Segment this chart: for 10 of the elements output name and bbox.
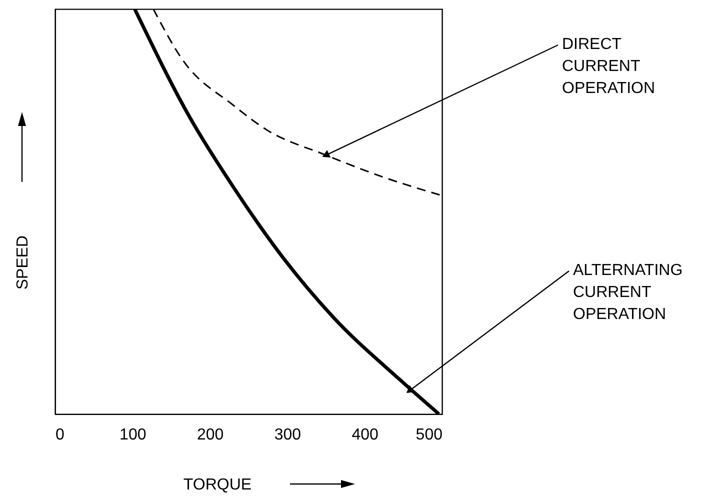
x-tick-label: 400	[352, 426, 379, 444]
x-tick-label: 500	[416, 426, 443, 444]
x-tick-label: 100	[120, 426, 146, 444]
x-axis-title: TORQUE	[183, 476, 252, 494]
y-axis-title: SPEED	[14, 235, 32, 290]
x-tick-label: 300	[274, 426, 302, 444]
x-tick-label: 0	[56, 426, 64, 444]
x-tick-label: 200	[196, 426, 224, 444]
annotation: DIRECT CURRENT OPERATION	[562, 36, 656, 97]
annotation: ALTERNATING CURRENT OPERATION	[573, 262, 683, 323]
